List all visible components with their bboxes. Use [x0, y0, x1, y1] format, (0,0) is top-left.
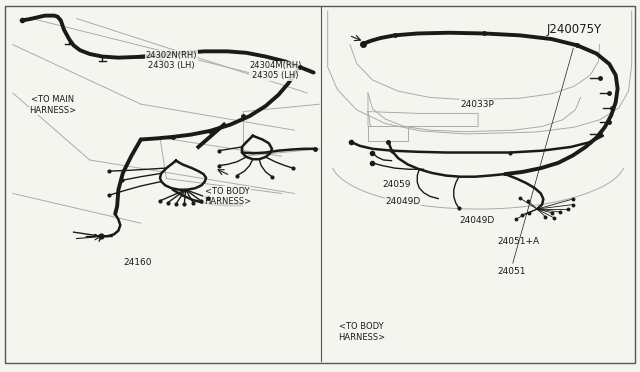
Text: <TO BODY
HARNESS>: <TO BODY HARNESS>: [204, 187, 251, 206]
Text: 24051+A: 24051+A: [497, 237, 540, 246]
Text: 24051: 24051: [498, 267, 526, 276]
Text: 24049D: 24049D: [385, 197, 421, 206]
Text: <TO MAIN
HARNESS>: <TO MAIN HARNESS>: [29, 95, 76, 115]
Text: 24302N(RH)
24303 (LH): 24302N(RH) 24303 (LH): [146, 51, 197, 70]
Text: J240075Y: J240075Y: [547, 23, 602, 36]
Text: 24059: 24059: [383, 180, 411, 189]
Text: 24049D: 24049D: [459, 216, 495, 225]
Text: 24033P: 24033P: [460, 100, 493, 109]
Text: 24160: 24160: [124, 258, 152, 267]
Text: 24304M(RH)
24305 (LH): 24304M(RH) 24305 (LH): [249, 61, 301, 80]
Text: <TO BODY
HARNESS>: <TO BODY HARNESS>: [338, 322, 385, 341]
